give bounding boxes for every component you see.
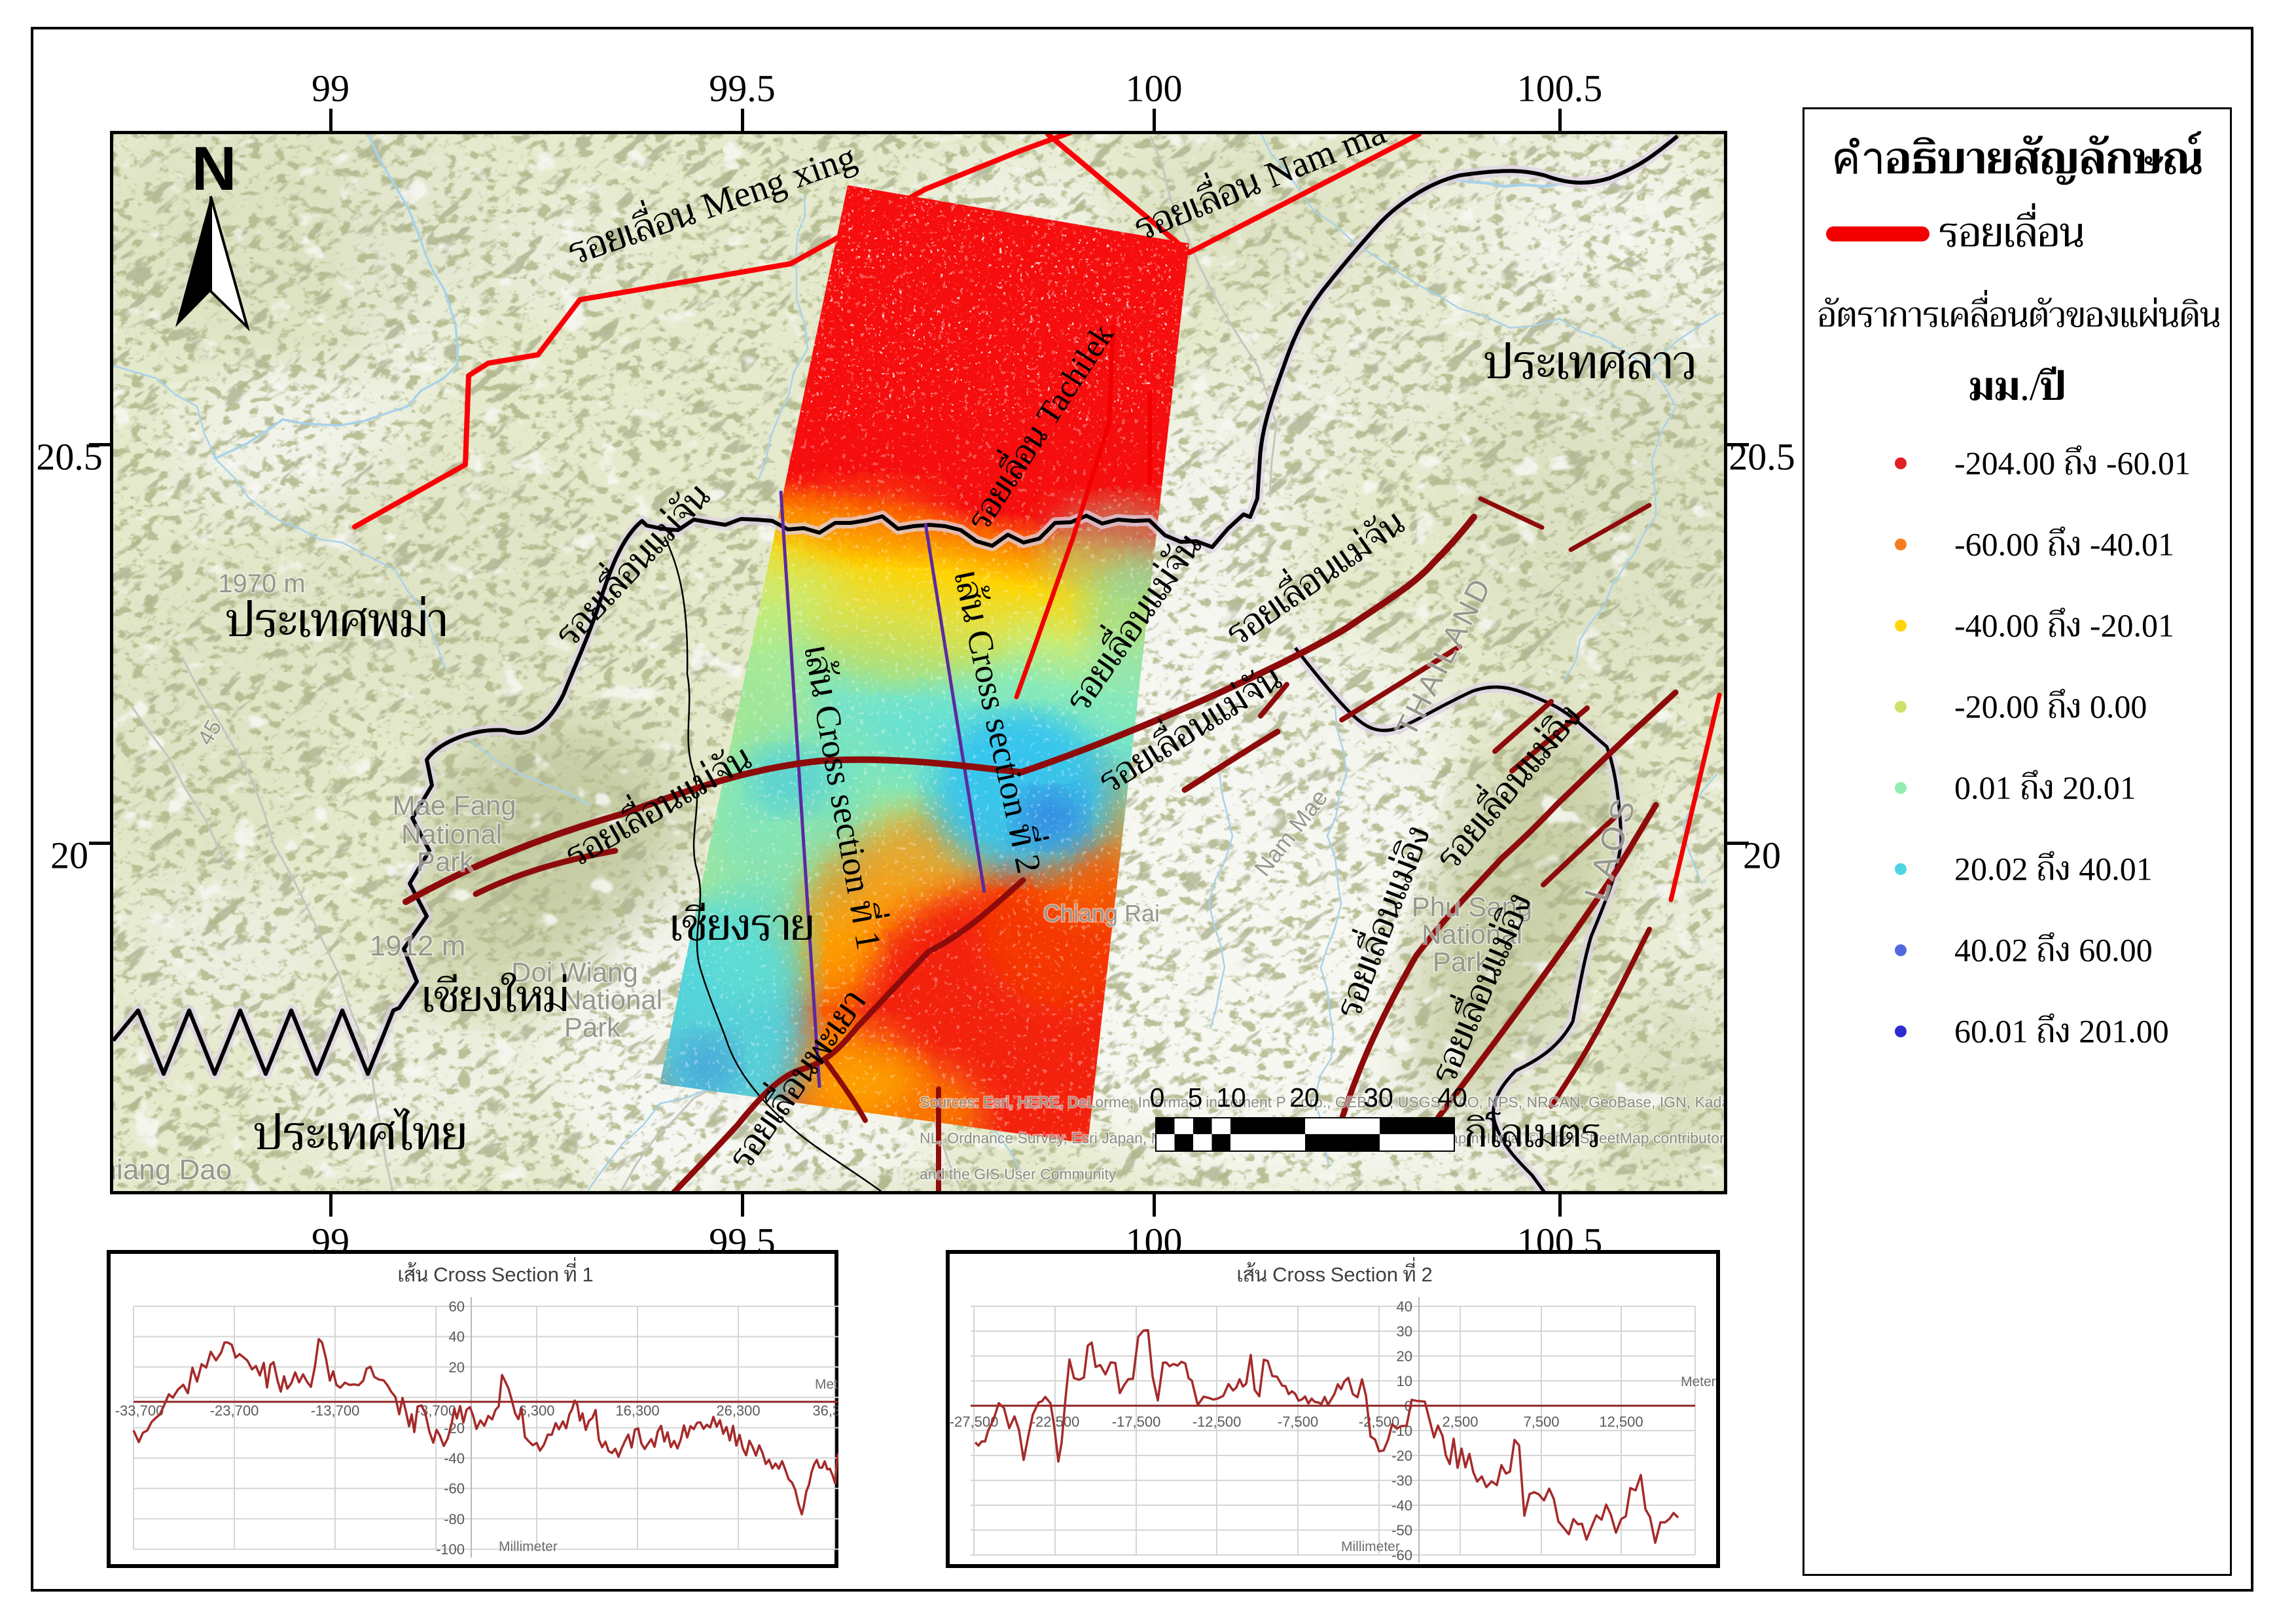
svg-text:-23,700: -23,700 [210, 1402, 259, 1419]
svg-text:-40: -40 [1391, 1497, 1412, 1514]
svg-text:Doi Wiang: Doi Wiang [511, 957, 638, 988]
svg-text:0: 0 [1150, 1082, 1165, 1113]
svg-text:Park: Park [1433, 946, 1490, 977]
svg-text:-27,500: -27,500 [950, 1414, 999, 1430]
svg-text:National: National [1422, 919, 1522, 950]
svg-text:เชียงใหม่: เชียงใหม่ [422, 960, 569, 1035]
svg-text:30: 30 [1397, 1323, 1412, 1340]
svg-text:Park: Park [564, 1012, 621, 1043]
svg-text:7,500: 7,500 [1523, 1414, 1559, 1430]
svg-text:6,300: 6,300 [518, 1402, 554, 1419]
svg-text:10: 10 [1397, 1373, 1412, 1389]
svg-text:Millimeter: Millimeter [1341, 1539, 1400, 1554]
svg-text:Phu Sang: Phu Sang [1412, 891, 1533, 922]
svg-text:-12,500: -12,500 [1193, 1414, 1242, 1430]
svg-text:and the GIS User Community: and the GIS User Community [920, 1166, 1117, 1183]
svg-text:-20: -20 [444, 1420, 465, 1436]
svg-text:20: 20 [1289, 1082, 1319, 1113]
svg-text:-50: -50 [1391, 1522, 1412, 1539]
svg-text:1970 m: 1970 m [218, 569, 305, 598]
svg-text:กิโลเมตร: กิโลเมตร [1465, 1100, 1602, 1168]
svg-text:10: 10 [1216, 1082, 1246, 1113]
svg-text:National: National [401, 819, 502, 849]
svg-text:20: 20 [449, 1359, 465, 1376]
svg-text:26,300: 26,300 [716, 1402, 760, 1419]
svg-text:Meter: Meter [1681, 1374, 1716, 1389]
svg-text:-20: -20 [1391, 1448, 1412, 1464]
svg-text:16,300: 16,300 [615, 1402, 659, 1419]
svg-text:-7,500: -7,500 [1278, 1414, 1318, 1430]
svg-text:60: 60 [449, 1298, 465, 1315]
svg-text:-60: -60 [1391, 1547, 1412, 1563]
svg-text:12,500: 12,500 [1599, 1414, 1643, 1430]
svg-text:Chiang Rai: Chiang Rai [1043, 900, 1160, 927]
svg-text:Mae Fang: Mae Fang [392, 790, 516, 821]
svg-text:2,500: 2,500 [1442, 1414, 1478, 1430]
svg-text:40: 40 [1397, 1298, 1412, 1315]
svg-text:เส้น Cross Section ที่ 2: เส้น Cross Section ที่ 2 [1236, 1257, 1432, 1287]
svg-text:5: 5 [1188, 1082, 1203, 1113]
svg-text:36,300: 36,300 [812, 1402, 838, 1419]
svg-text:Meter: Meter [815, 1377, 838, 1392]
svg-text:National: National [562, 984, 662, 1015]
svg-text:ประเทศลาว: ประเทศลาว [1484, 323, 1696, 404]
svg-text:เชียงราย: เชียงราย [670, 889, 815, 963]
svg-text:-40: -40 [444, 1450, 465, 1467]
svg-text:N: N [192, 134, 237, 204]
svg-text:30: 30 [1363, 1082, 1393, 1113]
svg-text:เส้น Cross Section ที่ 1: เส้น Cross Section ที่ 1 [397, 1257, 593, 1287]
svg-text:-80: -80 [444, 1511, 465, 1527]
svg-text:ประเทศพม่า: ประเทศพม่า [226, 580, 448, 662]
svg-text:-100: -100 [436, 1541, 465, 1558]
svg-text:Chiang Dao: Chiang Dao [113, 1154, 232, 1186]
svg-text:-17,500: -17,500 [1112, 1414, 1161, 1430]
svg-text:40: 40 [449, 1329, 465, 1345]
svg-text:-60: -60 [444, 1480, 465, 1497]
svg-text:ประเทศไทย: ประเทศไทย [254, 1094, 467, 1175]
svg-text:40: 40 [1437, 1082, 1467, 1113]
svg-text:-30: -30 [1391, 1472, 1412, 1489]
svg-text:-33,700: -33,700 [115, 1402, 164, 1419]
svg-text:Sources: Esri, HERE, DeLorme,: Sources: Esri, HERE, DeLorme, Intermap, … [920, 1094, 1724, 1111]
svg-text:Millimeter: Millimeter [499, 1539, 558, 1554]
svg-text:-13,700: -13,700 [311, 1402, 360, 1419]
svg-text:-2,500: -2,500 [1359, 1414, 1399, 1430]
svg-text:20: 20 [1397, 1348, 1412, 1364]
svg-text:1912 m: 1912 m [370, 930, 466, 962]
svg-text:Park: Park [417, 846, 474, 877]
